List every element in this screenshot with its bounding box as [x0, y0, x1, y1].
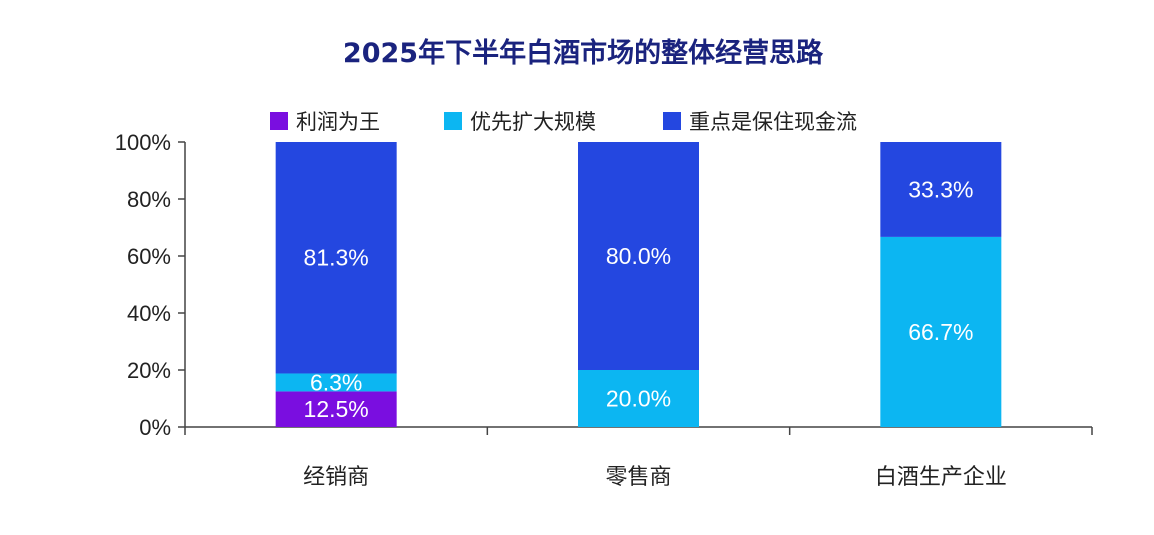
y-tick-label: 40%	[127, 301, 171, 326]
x-axis: 经销商 零售商 白酒生产企业	[184, 426, 1093, 490]
y-tick-label: 80%	[127, 187, 171, 212]
bar-segment	[578, 370, 699, 427]
y-tick-label: 0%	[139, 415, 171, 440]
bars	[275, 142, 1002, 427]
x-category-label: 经销商	[303, 465, 369, 490]
y-axis: 0% 20% 40% 60% 80% 100%	[115, 130, 186, 440]
data-label: 6.3%	[310, 369, 362, 395]
bar-segment	[275, 142, 397, 374]
data-label: 80.0%	[606, 243, 671, 269]
bar-segment	[275, 373, 397, 392]
legend-swatch	[444, 112, 462, 130]
legend-swatch	[663, 112, 681, 130]
data-labels: 12.5%6.3% 81.3% 20.0% 80.0% 66.7% 33.3%	[304, 176, 974, 422]
bar-segment	[275, 391, 397, 427]
y-tick-label: 20%	[127, 358, 171, 383]
legend-label: 利润为王	[296, 110, 380, 134]
legend-label: 重点是保住现金流	[689, 110, 857, 134]
data-label: 12.5%	[304, 396, 369, 422]
bar-segment	[578, 142, 699, 370]
y-tick-label: 100%	[115, 130, 171, 155]
legend-label: 优先扩大规模	[470, 110, 596, 134]
bar-segment	[880, 236, 1002, 427]
data-label: 66.7%	[908, 319, 973, 345]
legend: 利润为王 优先扩大规模 重点是保住现金流	[270, 110, 857, 134]
x-category-label: 白酒生产企业	[875, 465, 1007, 490]
data-label: 33.3%	[908, 176, 973, 202]
legend-swatch	[270, 112, 288, 130]
chart-title: 2025年下半年白酒市场的整体经营思路	[343, 37, 824, 69]
data-label: 81.3%	[304, 245, 369, 271]
data-label: 20.0%	[606, 386, 671, 412]
y-tick-label: 60%	[127, 244, 171, 269]
bar-segment	[880, 142, 1002, 237]
x-category-label: 零售商	[605, 465, 671, 490]
